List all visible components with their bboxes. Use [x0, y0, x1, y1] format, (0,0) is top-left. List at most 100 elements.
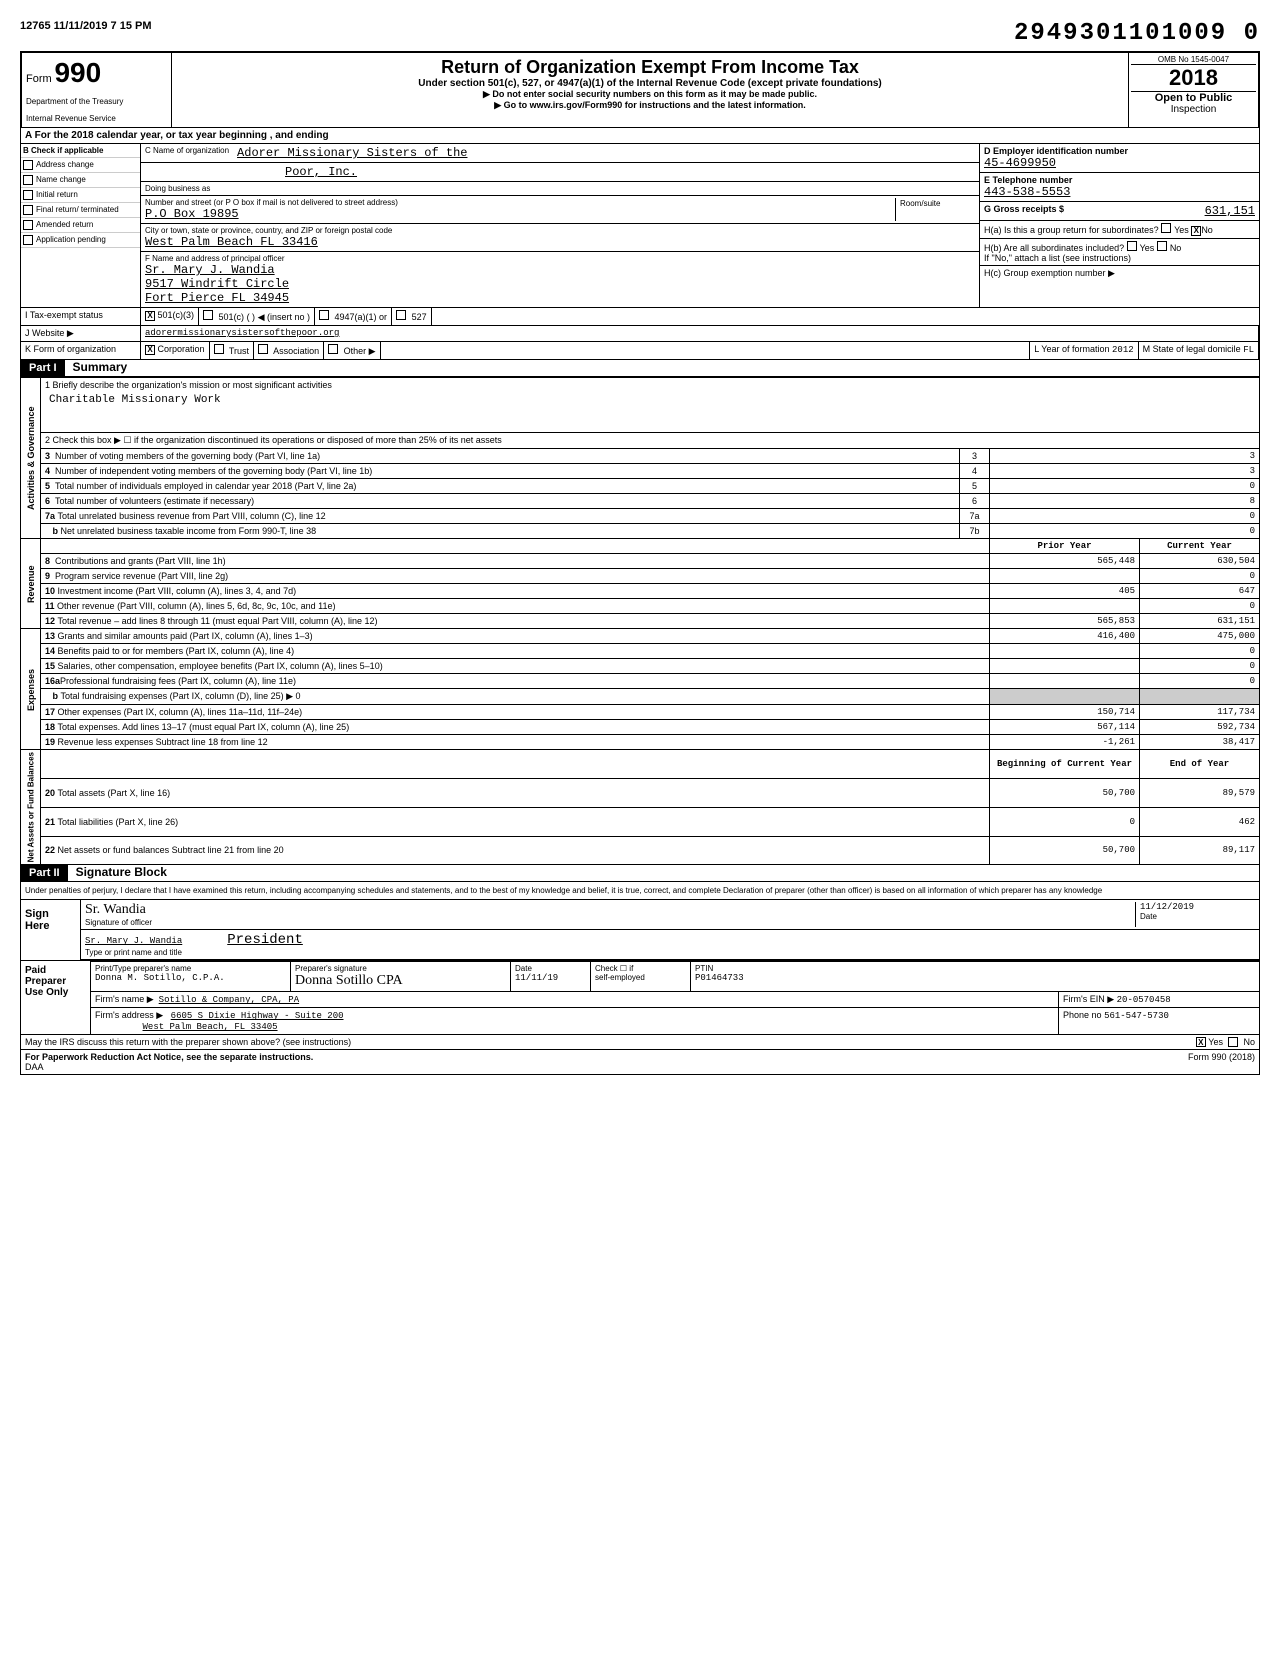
check-label-3: Final return/ terminated [36, 205, 119, 215]
firm-addr-2: West Palm Beach, FL 33405 [143, 1022, 278, 1032]
prep-signature: Donna Sotillo CPA [295, 973, 506, 989]
rev-prior-12: 565,853 [990, 614, 1140, 629]
exp-prior-18: 567,114 [990, 720, 1140, 735]
officer-addr-2: Fort Pierce FL 34945 [145, 291, 975, 305]
sig-declaration: Under penalties of perjury, I declare th… [21, 882, 1259, 899]
checkbox-hb-yes[interactable] [1127, 241, 1137, 251]
tax-year: 2018 [1131, 65, 1256, 91]
exp-desc-15: Salaries, other compensation, employee b… [58, 661, 383, 671]
mission-text: Charitable Missionary Work [45, 390, 1255, 410]
addr-label: Number and street (or P O box if mail is… [145, 198, 887, 207]
firm-name-label: Firm's name ▶ [95, 994, 154, 1004]
gov-val-3: 3 [990, 449, 1260, 464]
gov-box-7b: 7b [960, 524, 990, 539]
checkbox-name-change[interactable] [23, 175, 33, 185]
prep-date: 11/11/19 [515, 973, 586, 983]
footer-right: Form 990 (2018) [1188, 1052, 1255, 1072]
checkbox-527[interactable] [396, 310, 406, 320]
officer-title: President [227, 932, 303, 948]
asset-desc-22: Net assets or fund balances Subtract lin… [58, 845, 284, 855]
rev-curr-11: 0 [1140, 599, 1260, 614]
asset-curr-20: 89,579 [1140, 778, 1260, 807]
exp-prior-19: -1,261 [990, 735, 1140, 750]
checkbox-discuss-no[interactable] [1228, 1037, 1238, 1047]
exp-prior-16a [990, 674, 1140, 689]
prior-year-header: Prior Year [990, 539, 1140, 554]
room-label: Room/suite [900, 199, 940, 208]
rev-desc-10: Investment income (Part VIII, column (A)… [58, 586, 297, 596]
checkbox-initial-return[interactable] [23, 190, 33, 200]
firm-phone-label: Phone no [1063, 1010, 1102, 1020]
officer-sig-label: Signature of officer [85, 918, 1135, 927]
exp-curr-13: 475,000 [1140, 629, 1260, 644]
checkbox-other[interactable] [328, 344, 338, 354]
checkbox-discuss-yes[interactable]: X [1196, 1037, 1206, 1047]
checkbox-amended-return[interactable] [23, 220, 33, 230]
dept-irs: Internal Revenue Service [26, 114, 167, 123]
discuss-no: No [1243, 1037, 1255, 1047]
part2-title: Signature Block [76, 865, 167, 881]
officer-print-name: Sr. Mary J. Wandia [85, 936, 182, 946]
rev-desc-11: Other revenue (Part VIII, column (A), li… [57, 601, 335, 611]
exp-curr-18: 592,734 [1140, 720, 1260, 735]
side-assets: Net Assets or Fund Balances [21, 750, 41, 865]
rev-prior-9 [990, 569, 1140, 584]
opt-4947: 4947(a)(1) or [335, 312, 388, 322]
gov-box-6: 6 [960, 494, 990, 509]
exp-desc-16b: Total fundraising expenses (Part IX, col… [61, 691, 301, 701]
rev-desc-9: Program service revenue (Part VIII, line… [55, 571, 228, 581]
asset-prior-22: 50,700 [990, 836, 1140, 865]
year-formation: 2012 [1112, 345, 1134, 355]
opt-other: Other ▶ [344, 346, 376, 356]
checkbox-501c[interactable] [203, 310, 213, 320]
section-b: B Check if applicable Address change Nam… [20, 144, 1260, 308]
checkbox-501c3[interactable]: X [145, 311, 155, 321]
gov-val-6: 8 [990, 494, 1260, 509]
exp-desc-13: Grants and similar amounts paid (Part IX… [58, 631, 313, 641]
org-name-label: C Name of organization [145, 146, 229, 160]
checkbox-corp[interactable]: X [145, 345, 155, 355]
gov-desc-5: Total number of individuals employed in … [55, 481, 356, 491]
exp-prior-15 [990, 659, 1140, 674]
ein-label: D Employer identification number [984, 146, 1255, 156]
org-name-2: Poor, Inc. [285, 165, 357, 179]
hb-note: If "No," attach a list (see instructions… [984, 253, 1255, 263]
checkbox-trust[interactable] [214, 344, 224, 354]
discuss-text: May the IRS discuss this return with the… [25, 1037, 1196, 1047]
open-public-1: Open to Public [1131, 91, 1256, 104]
timestamp: 12765 11/11/2019 7 15 PM [20, 20, 152, 32]
checkbox-address-change[interactable] [23, 160, 33, 170]
date-label: Date [1140, 912, 1255, 921]
checkbox-4947[interactable] [319, 310, 329, 320]
rev-curr-10: 647 [1140, 584, 1260, 599]
prep-date-label: Date [515, 964, 586, 973]
exp-prior-13: 416,400 [990, 629, 1140, 644]
checkbox-ha-yes[interactable] [1161, 223, 1171, 233]
gov-desc-7b: Net unrelated business taxable income fr… [61, 526, 317, 536]
org-name-1: Adorer Missionary Sisters of the [237, 146, 467, 160]
checkbox-hb-no[interactable] [1157, 241, 1167, 251]
gov-box-5: 5 [960, 479, 990, 494]
exp-prior-14 [990, 644, 1140, 659]
firm-addr-label: Firm's address ▶ [95, 1010, 163, 1020]
tracking-number: 2949301101009 0 [1014, 20, 1260, 47]
check-label-5: Application pending [36, 235, 106, 245]
checkbox-assoc[interactable] [258, 344, 268, 354]
gov-box-3: 3 [960, 449, 990, 464]
org-address: P.O Box 19895 [145, 207, 895, 221]
checkbox-application-pending[interactable] [23, 235, 33, 245]
ein-value: 45-4699950 [984, 156, 1255, 170]
opt-527: 527 [412, 312, 427, 322]
omb-number: OMB No 1545-0047 [1131, 55, 1256, 65]
gov-box-4: 4 [960, 464, 990, 479]
phone-label: E Telephone number [984, 175, 1255, 185]
checkbox-final-return[interactable] [23, 205, 33, 215]
opt-assoc: Association [273, 346, 319, 356]
checkbox-ha-no[interactable]: X [1191, 226, 1201, 236]
asset-prior-20: 50,700 [990, 778, 1140, 807]
gov-val-4: 3 [990, 464, 1260, 479]
form-note-1: ▶ Do not enter social security numbers o… [176, 89, 1124, 100]
asset-desc-20: Total assets (Part X, line 16) [58, 788, 171, 798]
rev-desc-12: Total revenue – add lines 8 through 11 (… [58, 616, 378, 626]
exp-curr-16a: 0 [1140, 674, 1260, 689]
